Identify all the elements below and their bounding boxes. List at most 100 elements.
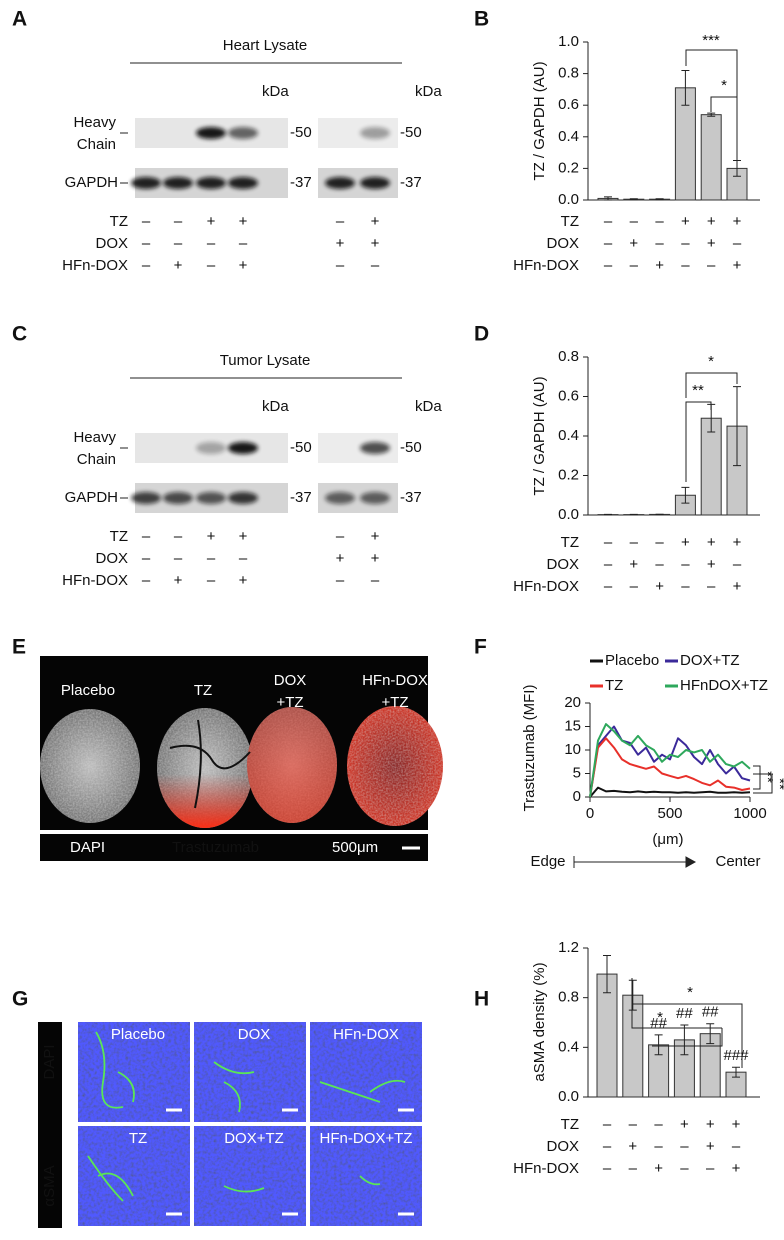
edge-label: Edge	[530, 853, 565, 870]
condition-sign: +	[733, 213, 742, 230]
condition-sign: –	[603, 1160, 612, 1177]
condition-sign: –	[707, 578, 716, 595]
error-bar	[732, 1066, 740, 1078]
center-label: Center	[715, 853, 760, 870]
error-bar	[681, 486, 690, 504]
mw-marker: -37	[400, 489, 422, 506]
panel-label: H	[474, 988, 489, 1011]
condition-sign: +	[681, 213, 690, 230]
series-line	[589, 725, 751, 798]
significance-bracket	[685, 401, 712, 482]
legend-strip	[40, 834, 428, 861]
condition-sign: +	[207, 213, 216, 230]
condition-label: HFn-DOX	[513, 578, 579, 595]
condition-sign: –	[142, 550, 151, 567]
y-tick-label: 0.2	[558, 466, 579, 483]
panel-label: E	[12, 636, 26, 659]
condition-sign: –	[371, 572, 380, 589]
condition-sign: –	[142, 572, 151, 589]
legend-label: Placebo	[605, 652, 659, 669]
condition-sign: +	[239, 213, 248, 230]
band-label: Chain	[77, 136, 116, 153]
condition-sign: –	[207, 257, 216, 274]
error-bar	[707, 112, 716, 117]
mw-marker: -37	[290, 489, 312, 506]
channel-label: αSMA	[41, 1165, 58, 1206]
condition-sign: –	[604, 556, 613, 573]
condition-sign: –	[630, 534, 639, 551]
condition-label: HFn-DOX	[513, 1160, 579, 1177]
y-tick-label: 0.8	[558, 989, 579, 1006]
condition-sign: +	[629, 556, 638, 573]
condition-sign: –	[681, 257, 690, 274]
condition-sign: –	[629, 1116, 638, 1133]
condition-sign: +	[706, 1138, 715, 1155]
group-label: +TZ	[276, 694, 303, 711]
condition-sign: –	[207, 572, 216, 589]
tumor-stain	[247, 707, 337, 823]
condition-sign: –	[707, 257, 716, 274]
asma-signal	[359, 1175, 381, 1186]
panel-label: B	[474, 8, 489, 31]
y-tick-label: 1.0	[558, 33, 579, 50]
band	[163, 492, 193, 504]
tumor-texture	[347, 706, 443, 826]
condition-label: DOX	[546, 1138, 579, 1155]
mw-marker: -37	[290, 174, 312, 191]
condition-label: HFn-DOX	[513, 257, 579, 274]
condition-sign: –	[142, 528, 151, 545]
condition-sign: +	[239, 572, 248, 589]
series-line	[589, 723, 751, 798]
condition-sign: –	[239, 550, 248, 567]
condition-sign: +	[655, 578, 664, 595]
condition-sign: +	[654, 1160, 663, 1177]
y-tick-label: 15	[564, 717, 581, 734]
y-tick-label: 0.2	[558, 159, 579, 176]
significance-label: **	[771, 778, 784, 790]
condition-sign: +	[336, 550, 345, 567]
y-tick-label: 0.4	[558, 1038, 579, 1055]
condition-sign: +	[371, 235, 380, 252]
asma-signal	[87, 1155, 134, 1202]
band	[325, 177, 355, 189]
asma-signal	[223, 1185, 265, 1193]
micrograph	[78, 1022, 190, 1122]
mw-marker: -37	[400, 174, 422, 191]
error-bar	[680, 1024, 689, 1056]
x-tick-label: 500	[657, 805, 682, 822]
group-label: Placebo	[61, 682, 115, 699]
error-bar	[603, 954, 611, 994]
tumor-stain	[157, 708, 253, 828]
condition-sign: +	[371, 213, 380, 230]
condition-sign: –	[706, 1160, 715, 1177]
band-label: Chain	[77, 451, 116, 468]
condition-sign: –	[336, 528, 345, 545]
condition-sign: –	[654, 1116, 663, 1133]
group-label: TZ	[194, 682, 212, 699]
micrograph-label: Placebo	[111, 1026, 165, 1043]
band-label: Heavy	[73, 429, 116, 446]
condition-sign: +	[707, 213, 716, 230]
condition-sign: –	[604, 534, 613, 551]
micrograph-label: HFn-DOX	[333, 1026, 399, 1043]
band-label: Heavy	[73, 114, 116, 131]
condition-sign: –	[681, 578, 690, 595]
condition-label: TZ	[561, 534, 579, 551]
band-label: GAPDH	[65, 489, 118, 506]
condition-sign: –	[655, 235, 664, 252]
micrograph-label: HFn-DOX+TZ	[320, 1130, 413, 1147]
channel-label: DAPI	[41, 1044, 58, 1079]
band	[163, 177, 193, 189]
condition-sign: –	[174, 550, 183, 567]
tumor-texture	[40, 709, 140, 823]
condition-sign: –	[207, 235, 216, 252]
group-label: HFn-DOX	[362, 672, 428, 689]
condition-sign: +	[732, 1116, 741, 1133]
condition-sign: –	[630, 578, 639, 595]
error-bar	[733, 386, 741, 467]
significance-label: ***	[702, 32, 720, 49]
error-bar	[628, 979, 637, 1011]
band	[360, 127, 390, 139]
mw-marker: -50	[290, 439, 312, 456]
band	[228, 177, 258, 189]
